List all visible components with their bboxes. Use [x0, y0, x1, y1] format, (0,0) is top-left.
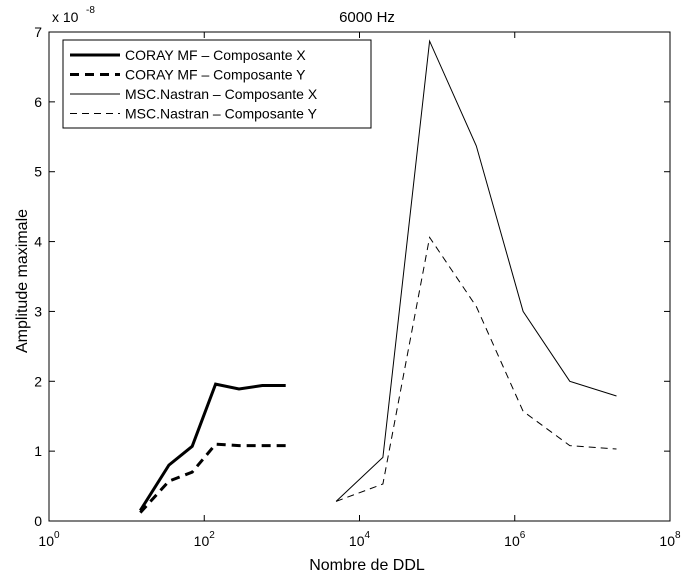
y-tick-label: 6	[34, 94, 42, 110]
y-multiplier-base: x 10	[52, 9, 79, 25]
series-line-4	[335, 236, 617, 502]
x-tick-label: 104	[349, 530, 371, 549]
x-tick-label: 106	[504, 530, 526, 549]
y-multiplier-exponent: -8	[86, 5, 95, 16]
legend-entry: MSC.Nastran – Composante X	[125, 86, 318, 102]
x-tick-label: 100	[38, 530, 60, 549]
y-tick-label: 7	[34, 24, 42, 40]
y-axis-label: Amplitude maximale	[14, 209, 31, 353]
series-layer	[139, 39, 617, 514]
series-line-1	[139, 382, 286, 512]
y-tick-label: 3	[34, 303, 42, 319]
legend-entry: CORAY MF – Composante X	[125, 47, 306, 63]
x-axis-label: Nombre de DDL	[309, 557, 425, 574]
series-line-3	[335, 39, 617, 502]
legend-entry: CORAY MF – Composante Y	[125, 67, 306, 83]
chart-title: 6000 Hz	[339, 9, 395, 26]
legend-entry: MSC.Nastran – Composante Y	[125, 106, 318, 122]
y-tick-label: 0	[34, 513, 42, 529]
legend: CORAY MF – Composante X CORAY MF – Compos…	[62, 39, 372, 129]
y-tick-label: 4	[34, 234, 42, 250]
y-tick-label: 2	[34, 373, 42, 389]
y-tick-label: 1	[34, 443, 42, 459]
x-tick-label: 108	[659, 530, 681, 549]
series-line-2	[139, 442, 286, 514]
plot-frame	[48, 31, 671, 522]
y-multiplier: x 10 -8	[52, 5, 95, 25]
x-tick-label: 102	[194, 530, 216, 549]
y-tick-label: 5	[34, 164, 42, 180]
